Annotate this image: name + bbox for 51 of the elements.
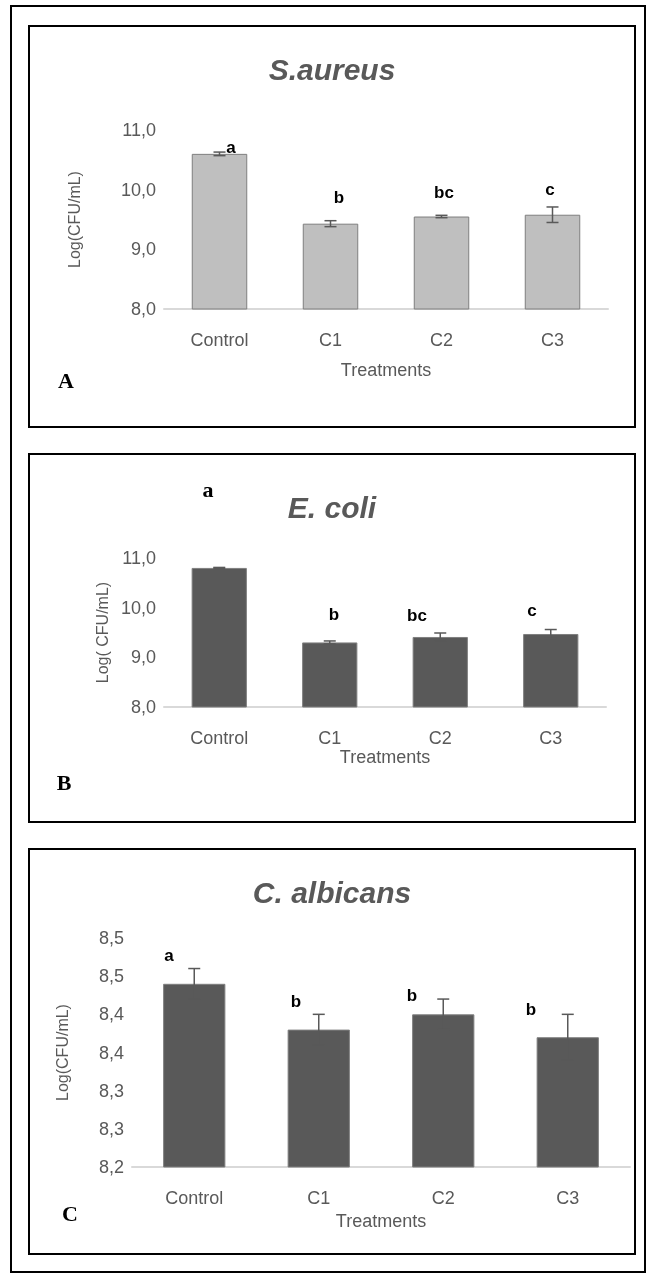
x-tick-label: C3 [540, 330, 565, 350]
x-tick-label: Control [190, 728, 249, 748]
text: B [56, 769, 72, 795]
annotation: bc [434, 182, 454, 202]
annotation: c [545, 179, 555, 199]
y-tick-label: 8,3 [98, 1080, 124, 1101]
y-axis-title: Log(CFU/mL) [53, 1004, 71, 1101]
text: C [62, 1200, 78, 1226]
y-tick-label: 8,5 [98, 928, 124, 948]
annotation: a [164, 945, 175, 965]
y-tick-label: 8,0 [130, 697, 156, 717]
x-tick-label: Control [165, 1188, 224, 1208]
annotation: b [333, 187, 345, 207]
annotation: b [406, 985, 418, 1005]
y-tick-label: 8,2 [98, 1157, 124, 1177]
x-tick-label: C3 [556, 1188, 580, 1208]
y-tick-label: 9,0 [130, 647, 156, 668]
annotation: b [525, 999, 537, 1019]
x-tick-label: C2 [429, 330, 454, 350]
y-axis-title: Log( CFU/mL) [93, 581, 111, 684]
text: A [58, 367, 75, 393]
y-tick-label: 10,0 [120, 597, 156, 618]
x-axis-title: Treatments [339, 746, 431, 767]
chart-title: S.aureus [268, 52, 396, 86]
x-tick-label: Control [190, 330, 249, 350]
x-tick-label: C3 [539, 728, 563, 748]
annotation: bc [407, 605, 427, 625]
annotation: c [527, 600, 537, 620]
y-tick-label: 8,4 [98, 1042, 124, 1063]
annotation: a [226, 137, 237, 157]
x-tick-label: C2 [431, 1188, 455, 1208]
y-tick-label: 8,0 [130, 299, 156, 319]
y-tick-label: 11,0 [122, 548, 156, 568]
x-tick-label: C1 [318, 330, 343, 350]
y-tick-label: 11,0 [122, 120, 156, 140]
y-tick-label: 9,0 [130, 239, 156, 260]
annotation: b [290, 991, 302, 1011]
y-tick-label: 8,5 [98, 966, 124, 987]
chart-title: E. coli [287, 490, 377, 524]
x-axis-title: Treatments [335, 1210, 427, 1231]
y-tick-label: 8,4 [98, 1004, 124, 1025]
x-axis-title: Treatments [340, 360, 432, 380]
chart-title: C. albicans [252, 875, 412, 909]
x-tick-label: C1 [318, 728, 342, 748]
x-tick-label: C1 [307, 1188, 331, 1208]
y-tick-label: 10,0 [120, 179, 156, 200]
y-axis-title: Log(CFU/mL) [65, 171, 83, 268]
y-tick-label: 8,3 [98, 1118, 124, 1139]
text: a [202, 476, 214, 502]
annotation: b [328, 604, 340, 624]
x-tick-label: C2 [428, 728, 452, 748]
